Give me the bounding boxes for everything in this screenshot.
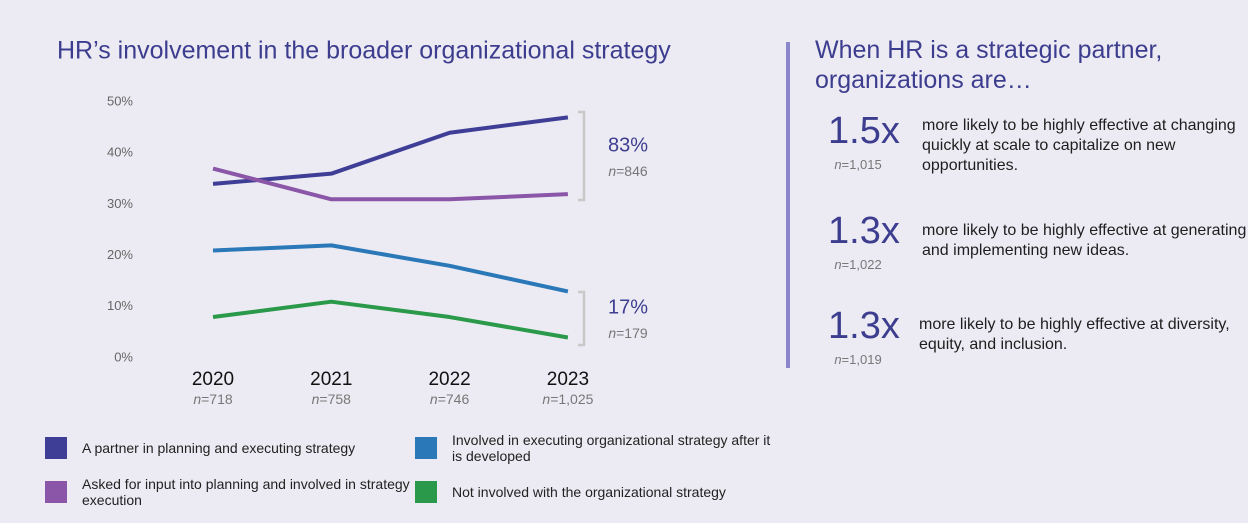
legend-swatch — [415, 437, 437, 459]
stat-value: 1.3x — [828, 210, 900, 252]
y-tick-label: 30% — [107, 196, 133, 211]
legend-label: Involved in executing organizational str… — [452, 432, 771, 464]
y-tick-label: 10% — [107, 298, 133, 313]
stat-text: more likely to be highly effective at di… — [919, 316, 1230, 353]
y-tick-label: 20% — [107, 247, 133, 262]
x-tick-label: 2022 — [428, 369, 470, 390]
x-tick-note: n=718 — [193, 391, 233, 407]
x-tick-label: 2020 — [192, 369, 234, 390]
y-tick-label: 40% — [107, 145, 133, 160]
series-line — [212, 243, 569, 294]
legend-label: Asked for input into planning and involv… — [82, 476, 410, 508]
annotation-note: n=846 — [608, 163, 648, 179]
stat-note: n=1,019 — [834, 352, 881, 367]
annotation-note: n=179 — [608, 325, 648, 341]
stat-value: 1.3x — [828, 305, 900, 347]
legend-label: A partner in planning and executing stra… — [82, 440, 356, 456]
series-line — [212, 299, 569, 340]
x-tick-note: n=1,025 — [542, 391, 593, 407]
series-line — [212, 166, 568, 202]
annotation: 17% — [608, 296, 648, 318]
stat-note: n=1,015 — [834, 157, 881, 172]
legend-swatch — [415, 481, 437, 503]
legend-swatch — [45, 437, 67, 459]
legend-swatch — [45, 481, 67, 503]
bracket — [578, 290, 586, 347]
series-line — [212, 115, 569, 186]
annotation: 83% — [608, 134, 648, 156]
y-tick-label: 0% — [114, 349, 133, 364]
x-tick-label: 2023 — [547, 369, 589, 390]
x-tick-label: 2021 — [310, 369, 352, 390]
bracket — [578, 110, 586, 202]
y-tick-label: 50% — [107, 93, 133, 108]
stat-text: more likely to be highly effective at ch… — [922, 117, 1236, 174]
x-tick-note: n=746 — [430, 391, 470, 407]
x-tick-note: n=758 — [312, 391, 352, 407]
stat-value: 1.5x — [828, 110, 900, 152]
stat-note: n=1,022 — [834, 257, 881, 272]
chart-title: HR’s involvement in the broader organiza… — [57, 37, 671, 65]
stat-text: more likely to be highly effective at ge… — [922, 222, 1247, 259]
legend-label: Not involved with the organizational str… — [452, 484, 726, 500]
panel-title: When HR is a strategic partner, organiza… — [815, 36, 1163, 94]
